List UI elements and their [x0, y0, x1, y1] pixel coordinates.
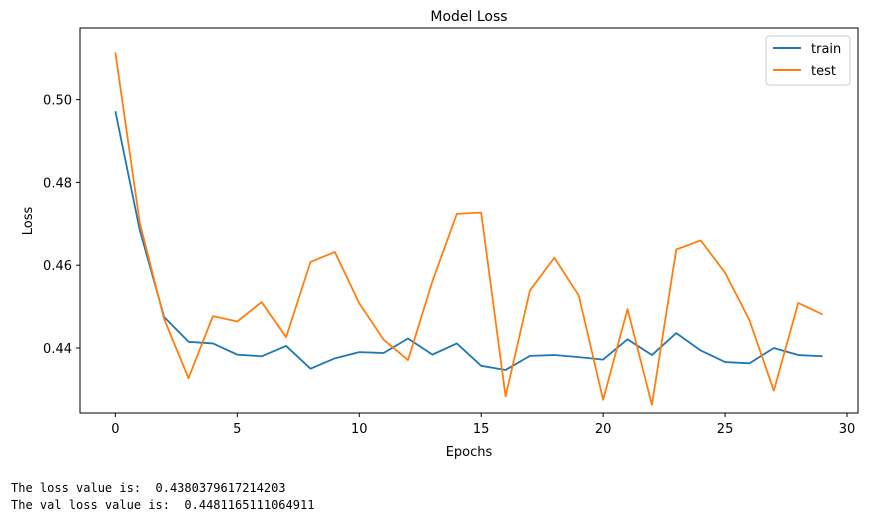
series-lines — [114, 52, 824, 406]
legend-label-test: test — [811, 64, 836, 79]
x-tick-label: 30 — [839, 422, 856, 437]
x-tick-label: 0 — [111, 422, 119, 437]
x-tick-label: 5 — [233, 422, 241, 437]
loss-output-line: The loss value is: 0.4380379617214203 — [11, 481, 286, 495]
x-tick-label: 15 — [473, 422, 490, 437]
x-axis-label: Epochs — [446, 445, 493, 460]
plot-area — [79, 27, 859, 414]
chart-title: Model Loss — [430, 9, 507, 25]
x-tick-label: 10 — [351, 422, 368, 437]
y-axis-label: Loss — [21, 207, 36, 236]
loss-chart: Model Loss 0 5 10 15 20 25 30 0.44 0.46 0.48 0.50… — [21, 9, 859, 460]
y-tick-label: 0.44 — [43, 342, 72, 357]
x-tick-label: 25 — [717, 422, 734, 437]
series-line-train — [114, 111, 823, 371]
val-loss-output-line: The val loss value is: 0.448116511106491… — [11, 498, 315, 512]
y-tick-label: 0.48 — [43, 176, 72, 191]
y-axis: 0.44 0.46 0.48 0.50 — [43, 94, 80, 357]
x-tick-label: 20 — [595, 422, 612, 437]
x-axis: 0 5 10 15 20 25 30 — [111, 413, 855, 437]
y-tick-label: 0.46 — [43, 259, 72, 274]
y-tick-label: 0.50 — [43, 94, 72, 109]
series-line-test — [114, 52, 824, 406]
legend-label-train: train — [811, 42, 841, 57]
legend: train test — [765, 35, 851, 86]
